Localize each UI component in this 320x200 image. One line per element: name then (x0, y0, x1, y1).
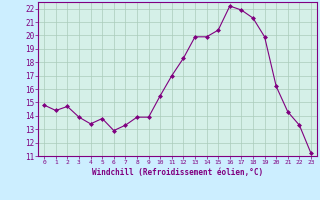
X-axis label: Windchill (Refroidissement éolien,°C): Windchill (Refroidissement éolien,°C) (92, 168, 263, 177)
